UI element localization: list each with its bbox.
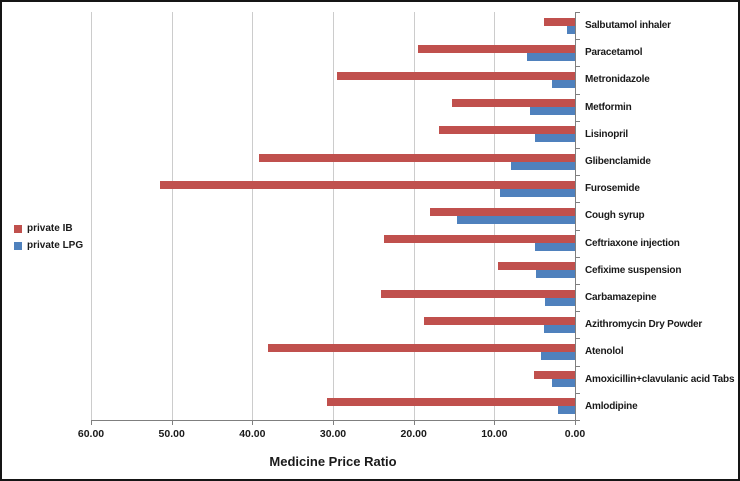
bar-private-lpg [541, 352, 575, 360]
category-axis-tick [576, 148, 580, 149]
category-axis-line [575, 12, 576, 421]
category-label: Ceftriaxone injection [585, 237, 680, 249]
legend-label: private LPG [27, 240, 84, 251]
category-axis-tick [576, 420, 580, 421]
bar-private-ib [497, 262, 575, 271]
bar-private-ib [381, 289, 575, 298]
category-label: Paracetamol [585, 47, 643, 59]
x-axis-tick [575, 421, 576, 425]
legend-swatch-icon [14, 224, 22, 233]
bar-private-lpg [534, 243, 575, 252]
bar-private-lpg [534, 134, 575, 143]
bar-private-lpg [511, 161, 575, 170]
bar-private-ib [337, 72, 575, 80]
bar-private-lpg [527, 52, 575, 61]
x-tick-label: 10.00 [481, 428, 508, 440]
x-tick-label: 50.00 [158, 428, 185, 440]
category-axis-tick [576, 93, 580, 95]
category-axis-tick [576, 392, 580, 394]
bar-private-ib [383, 235, 575, 244]
category-label: Metronidazole [585, 74, 650, 86]
category-axis-tick [576, 229, 580, 231]
x-axis-tick [494, 421, 496, 425]
category-axis-tick [576, 120, 580, 122]
legend-label: private IB [27, 223, 73, 234]
gridline-60 [91, 12, 92, 420]
x-axis-tick [413, 421, 415, 425]
category-label: Lisinopril [585, 128, 629, 140]
category-label: Salbutamol inhaler [585, 20, 671, 32]
bar-private-ib [439, 126, 575, 135]
category-axis-tick [576, 175, 580, 177]
legend-swatch-icon [14, 241, 22, 250]
x-tick-label: 30.00 [319, 428, 347, 440]
category-label: Cefixime suspension [585, 264, 682, 276]
bar-private-lpg [545, 297, 575, 306]
plot-area [91, 12, 575, 420]
x-axis-tick [171, 421, 173, 425]
value-axis-line [91, 420, 576, 421]
bar-private-lpg [551, 379, 575, 388]
category-axis-tick [576, 365, 580, 367]
bar-private-ib [159, 180, 575, 189]
bar-private-ib [452, 99, 575, 108]
category-label: Amlodipine [585, 400, 638, 412]
bar-private-ib [544, 17, 575, 26]
category-label: Furosemide [585, 183, 640, 195]
bar-private-lpg [536, 270, 575, 279]
bar-private-ib [533, 371, 575, 380]
bar-private-ib [326, 398, 575, 407]
category-axis-tick [576, 12, 580, 13]
category-label: Glibenclamide [585, 156, 651, 168]
category-label: Metformin [585, 101, 632, 113]
category-axis-tick [576, 39, 580, 41]
category-label: Atenolol [585, 346, 624, 358]
category-axis-tick [576, 284, 580, 285]
bar-private-lpg [499, 188, 575, 197]
category-axis-tick [576, 338, 580, 340]
bar-private-ib [267, 344, 575, 352]
category-axis-tick [576, 256, 580, 258]
x-tick-label: 40.00 [239, 428, 266, 440]
legend-item-private-lpg: private LPG [14, 240, 83, 251]
gridline-50 [171, 12, 173, 420]
bar-private-lpg [551, 80, 575, 88]
x-tick-label: 0.00 [564, 428, 586, 440]
gridline-20 [413, 12, 415, 420]
chart-legend: private IB private LPG [14, 223, 83, 257]
x-axis-tick [333, 421, 334, 425]
category-axis-tick [576, 66, 580, 68]
bar-private-lpg [566, 25, 575, 34]
category-label: Azithromycin Dry Powder [585, 319, 703, 331]
bar-private-lpg [558, 406, 575, 415]
gridline-40 [252, 12, 254, 420]
bar-private-ib [429, 208, 575, 216]
category-axis-tick [576, 202, 580, 204]
category-label: Cough syrup [585, 210, 645, 222]
bar-private-ib [258, 153, 575, 162]
bar-private-lpg [543, 324, 575, 333]
x-axis-tick [91, 421, 92, 425]
x-axis-tick [252, 421, 254, 425]
bar-private-lpg [457, 216, 575, 224]
legend-item-private-ib: private IB [14, 223, 83, 234]
bar-private-lpg [529, 107, 575, 116]
category-axis-tick [576, 311, 580, 313]
x-tick-label: 20.00 [400, 428, 427, 440]
bar-private-ib [417, 44, 575, 53]
category-label: Amoxicillin+clavulanic acid Tabs [585, 373, 735, 385]
x-axis-title: Medicine Price Ratio [269, 454, 397, 469]
category-label: Carbamazepine [585, 292, 657, 304]
x-tick-label: 60.00 [77, 428, 105, 440]
bar-private-ib [424, 316, 575, 325]
gridline-30 [333, 12, 334, 420]
